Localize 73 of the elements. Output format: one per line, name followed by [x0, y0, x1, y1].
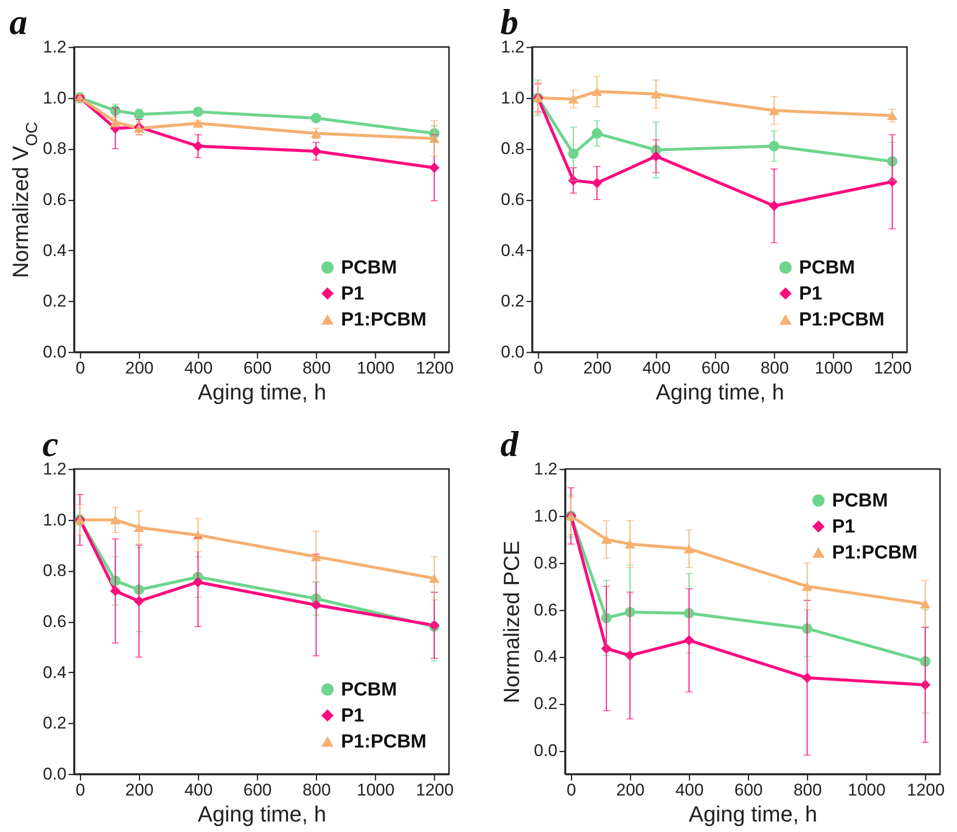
x-axis-title: Aging time, h [198, 380, 326, 404]
y-tick-label: 1.0 [534, 506, 558, 526]
x-tick-label: 0 [534, 358, 544, 378]
y-tick-label: 0.0 [42, 764, 66, 784]
y-tick-label: 1.2 [42, 38, 66, 56]
x-axis-title: Aging time, h [198, 802, 326, 826]
chart-title: d [500, 424, 520, 464]
x-tick-label: 600 [243, 780, 272, 800]
y-tick-label: 0.4 [42, 240, 66, 260]
legend-label: PCBM [341, 680, 397, 700]
x-tick-label: 0 [76, 358, 86, 378]
x-tick-label: 1200 [416, 780, 454, 800]
x-tick-label: 400 [184, 780, 213, 800]
y-tick-label: 0.2 [500, 292, 524, 311]
x-tick-label: 1200 [906, 780, 945, 800]
x-tick-label: 600 [243, 358, 272, 378]
x-tick-label: 800 [302, 358, 331, 378]
x-tick-label: 800 [760, 358, 789, 378]
x-tick-label: 1200 [416, 358, 454, 378]
x-tick-label: 400 [184, 358, 213, 378]
legend-label: P1:PCBM [832, 542, 918, 564]
x-tick-label: 0 [76, 780, 86, 800]
x-tick-label: 600 [734, 780, 763, 800]
legend-label: P1 [341, 284, 365, 304]
legend-label: PCBM [799, 258, 855, 278]
y-tick-label: 0.0 [42, 342, 66, 362]
y-tick-label: 0.0 [500, 342, 524, 362]
y-tick-label: 0.6 [42, 190, 66, 209]
x-tick-label: 200 [583, 358, 612, 378]
y-tick-label: 0.2 [534, 694, 558, 714]
x-axis-title: Aging time, h [656, 380, 784, 404]
y-tick-label: 0.0 [534, 741, 558, 760]
x-tick-label: 800 [793, 780, 822, 800]
y-tick-label: 0.4 [500, 240, 524, 260]
y-tick-label: 1.0 [42, 510, 66, 530]
x-tick-label: 600 [701, 358, 730, 378]
y-tick-label: 0.6 [534, 600, 558, 620]
y-tick-label: 0.6 [500, 190, 524, 209]
y-tick-label: 1.2 [534, 460, 558, 478]
y-tick-label: 0.8 [42, 561, 66, 580]
legend-label: PCBM [341, 258, 397, 278]
x-tick-label: 1200 [874, 358, 912, 378]
y-tick-label: 0.6 [42, 612, 66, 631]
y-tick-label: 0.2 [42, 292, 66, 311]
legend-label: P1:PCBM [799, 310, 885, 330]
x-tick-label: 1000 [848, 780, 886, 800]
x-tick-label: 400 [642, 358, 671, 378]
x-tick-label: 200 [616, 780, 645, 800]
legend-label: P1:PCBM [341, 732, 427, 752]
y-tick-label: 0.4 [42, 662, 66, 682]
x-tick-label: 400 [675, 780, 704, 800]
x-tick-label: 0 [566, 780, 576, 800]
legend-label: P1 [799, 284, 823, 304]
y-axis-title: Normalized PCE [498, 540, 524, 704]
x-tick-label: 200 [125, 780, 154, 800]
legend-label: P1:PCBM [341, 310, 427, 330]
x-tick-label: 200 [125, 358, 154, 378]
legend-label: P1 [832, 516, 856, 538]
x-tick-label: 1000 [356, 780, 395, 800]
y-tick-label: 0.4 [534, 647, 558, 666]
chart-title: a [9, 2, 28, 42]
legend-label: PCBM [832, 490, 888, 512]
y-tick-label: 1.0 [42, 88, 66, 108]
x-tick-label: 800 [302, 780, 331, 800]
y-tick-label: 0.8 [500, 139, 524, 158]
y-tick-label: 1.0 [500, 88, 524, 108]
x-axis-title: Aging time, h [688, 802, 818, 826]
y-tick-label: 0.8 [534, 553, 558, 572]
x-tick-label: 1000 [356, 358, 395, 378]
x-tick-label: 1000 [814, 358, 853, 378]
y-tick-label: 0.8 [42, 139, 66, 158]
y-tick-label: 0.2 [42, 714, 66, 733]
legend-label: P1 [341, 706, 365, 726]
